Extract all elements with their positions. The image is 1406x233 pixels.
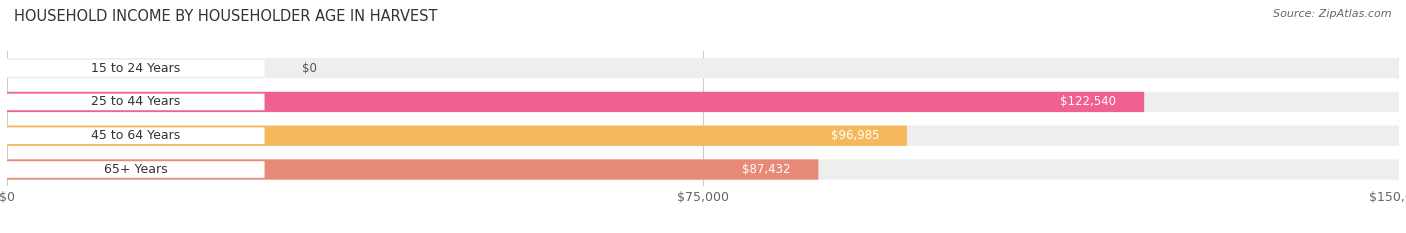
Text: HOUSEHOLD INCOME BY HOUSEHOLDER AGE IN HARVEST: HOUSEHOLD INCOME BY HOUSEHOLDER AGE IN H… xyxy=(14,9,437,24)
FancyBboxPatch shape xyxy=(7,92,1144,112)
Text: 65+ Years: 65+ Years xyxy=(104,163,167,176)
FancyBboxPatch shape xyxy=(7,159,1399,180)
Text: $0: $0 xyxy=(302,62,316,75)
FancyBboxPatch shape xyxy=(7,60,264,76)
Text: $96,985: $96,985 xyxy=(831,129,879,142)
Text: $122,540: $122,540 xyxy=(1060,96,1116,108)
FancyBboxPatch shape xyxy=(7,126,907,146)
Text: 25 to 44 Years: 25 to 44 Years xyxy=(91,96,180,108)
FancyBboxPatch shape xyxy=(7,92,1399,112)
FancyBboxPatch shape xyxy=(7,126,1399,146)
Text: $87,432: $87,432 xyxy=(742,163,790,176)
FancyBboxPatch shape xyxy=(7,161,264,178)
Text: Source: ZipAtlas.com: Source: ZipAtlas.com xyxy=(1274,9,1392,19)
FancyBboxPatch shape xyxy=(7,94,264,110)
FancyBboxPatch shape xyxy=(7,58,1399,78)
Text: 45 to 64 Years: 45 to 64 Years xyxy=(91,129,180,142)
FancyBboxPatch shape xyxy=(7,159,818,180)
FancyBboxPatch shape xyxy=(7,127,264,144)
Text: 15 to 24 Years: 15 to 24 Years xyxy=(91,62,180,75)
